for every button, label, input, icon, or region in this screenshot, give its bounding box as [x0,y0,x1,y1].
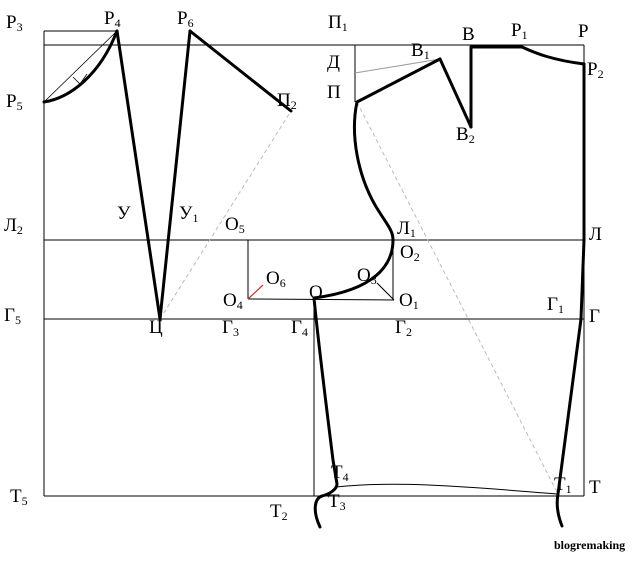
svg-text:blogremaking: blogremaking [554,538,625,552]
svg-text:Р: Р [578,21,589,42]
svg-text:Г: Г [589,306,600,327]
svg-text:Д: Д [327,52,340,73]
svg-text:О: О [309,282,323,303]
svg-text:В: В [462,24,475,45]
svg-text:Ц: Ц [149,317,163,338]
svg-text:Л: Л [589,224,602,245]
svg-text:Т: Т [589,477,601,498]
svg-text:П: П [327,82,341,103]
svg-text:У: У [117,203,131,224]
